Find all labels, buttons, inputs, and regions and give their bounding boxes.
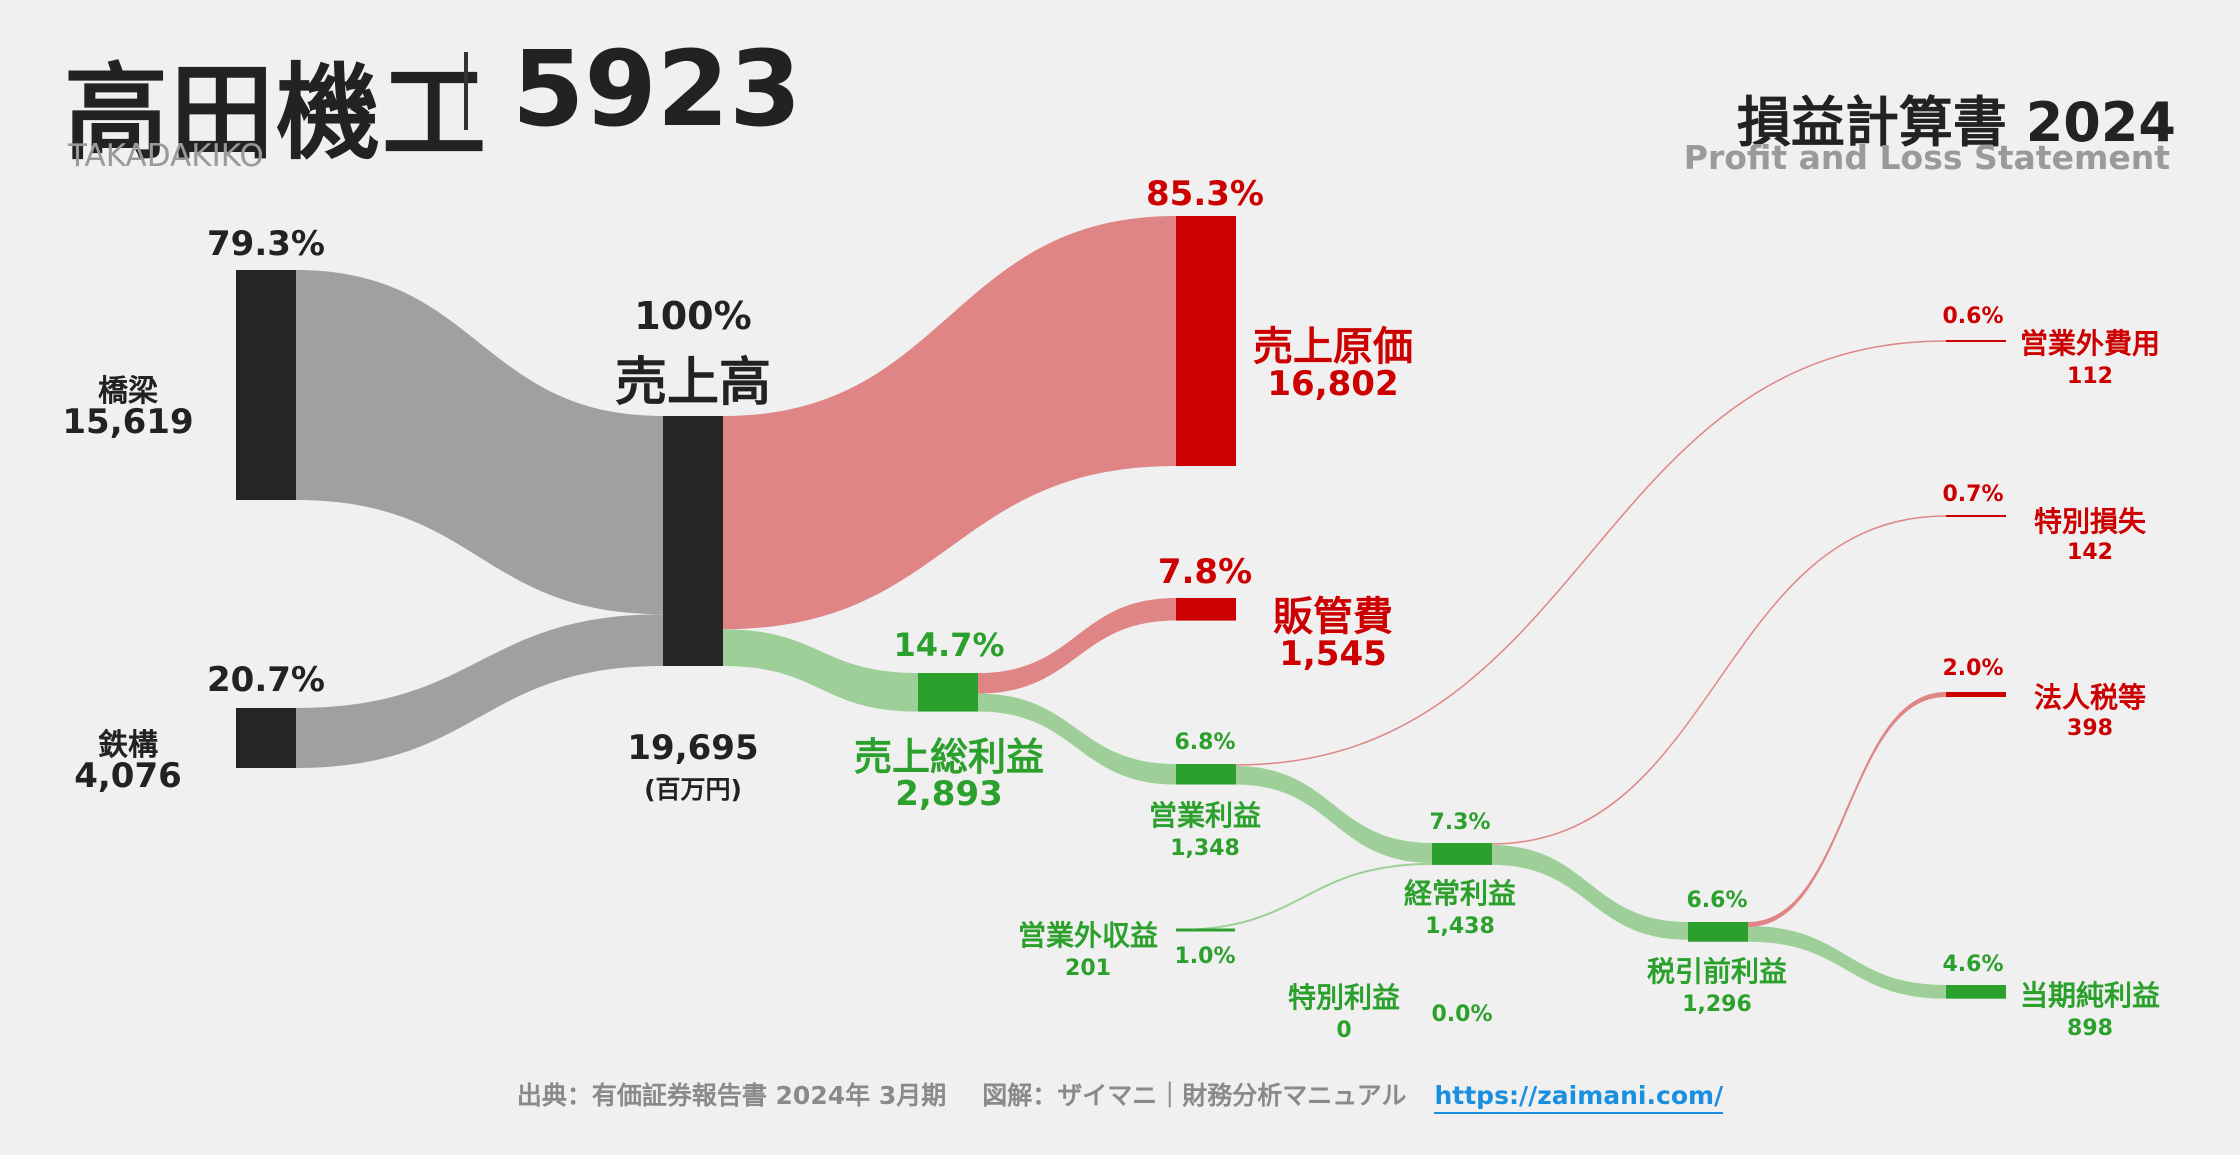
flow-ordinary-to-pretax: [1491, 845, 1688, 940]
flow-ordinary-to-special-loss: [1490, 515, 1947, 845]
title-separator: [464, 52, 468, 130]
steel-pct: 20.7%: [207, 660, 325, 700]
sga-pct: 7.8%: [1157, 552, 1253, 592]
special-loss-label: 特別損失: [2033, 505, 2147, 538]
gross-node: [918, 673, 978, 712]
flow-revenue-to-gross: [723, 629, 918, 712]
sga-label: 販管費: [1273, 594, 1393, 640]
special-gain-pct: 0.0%: [1431, 1002, 1493, 1027]
revenue-label: 売上高: [614, 353, 772, 413]
flow-operating-to-nonop-expense: [1234, 340, 1947, 766]
nonop-income-pct: 1.0%: [1174, 944, 1236, 969]
ordinary-label: 経常利益: [1403, 877, 1517, 910]
company-name: 高田機工: [64, 52, 489, 174]
net-pct: 4.6%: [1942, 952, 2004, 977]
company-name-en: TAKADAKIKO: [68, 138, 264, 174]
nonop-expense-value: 112: [2067, 364, 2113, 389]
pretax-pct: 6.6%: [1686, 888, 1748, 913]
flow-pretax-to-tax: [1748, 692, 1946, 927]
revenue-pct: 100%: [634, 294, 752, 338]
flow-gross-to-operating: [978, 693, 1176, 785]
flow-bridge-to-revenue: [296, 270, 663, 615]
statement-title: 損益計算書 2024: [1736, 91, 2176, 154]
flow-operating-to-ordinary: [1235, 766, 1432, 863]
sga-node: [1176, 598, 1236, 621]
ordinary-pct: 7.3%: [1429, 810, 1491, 835]
pretax-node: [1688, 922, 1748, 942]
operating-node: [1176, 764, 1236, 785]
nonop-expense-pct: 0.6%: [1942, 304, 2004, 329]
special-gain-value: 0: [1336, 1018, 1352, 1043]
special-loss-pct: 0.7%: [1942, 482, 2004, 507]
nonop-income-value: 201: [1065, 956, 1111, 981]
flow-nonop-income-to-ordinary: [1175, 862, 1433, 931]
flow-gross-to-sga: [978, 598, 1176, 694]
tax-node: [1946, 692, 2006, 697]
cogs-label: 売上原価: [1253, 324, 1413, 370]
unit-label: (百万円): [644, 775, 742, 804]
flow-revenue-to-cogs: [723, 216, 1176, 630]
tax-label: 法人税等: [2033, 681, 2147, 714]
flow-pretax-to-net: [1748, 926, 1946, 999]
ordinary-node: [1432, 843, 1492, 865]
footer-credit: 図解：ザイマニ｜財務分析マニュアル: [982, 1081, 1407, 1110]
footer-source: 出典：有価証券報告書 2024年 3月期: [516, 1081, 947, 1110]
op-label: 営業利益: [1148, 799, 1262, 832]
stock-code: 5923: [512, 28, 802, 150]
nonop-income-label: 営業外収益: [1017, 919, 1159, 952]
gross-pct: 14.7%: [893, 626, 1005, 664]
tax-pct: 2.0%: [1942, 656, 2004, 681]
net-node: [1946, 985, 2006, 999]
net-label: 当期純利益: [2019, 979, 2161, 1012]
op-value: 1,348: [1170, 836, 1240, 861]
footer-link[interactable]: https://zaimani.com/: [1434, 1081, 1724, 1114]
bridge-value: 15,619: [62, 402, 194, 442]
steel-label: 鉄構: [98, 728, 158, 763]
bridge-label: 橋梁: [98, 374, 158, 409]
special-loss-value: 142: [2067, 540, 2113, 565]
tax-value: 398: [2067, 716, 2113, 741]
gross-label: 売上総利益: [853, 735, 1045, 779]
pretax-value: 1,296: [1682, 992, 1752, 1017]
statement-title-en: Profit and Loss Statement: [1683, 138, 2170, 177]
gross-value: 2,893: [895, 774, 1003, 814]
bridge-pct: 79.3%: [207, 224, 325, 264]
ordinary-value: 1,438: [1425, 914, 1495, 939]
nonop-expense-label: 営業外費用: [2019, 327, 2161, 360]
steel-value: 4,076: [74, 756, 182, 796]
cogs-node: [1176, 216, 1236, 466]
special-gain-label: 特別利益: [1287, 981, 1401, 1014]
net-value: 898: [2067, 1016, 2113, 1041]
cogs-pct: 85.3%: [1146, 174, 1264, 214]
cogs-value: 16,802: [1267, 364, 1399, 404]
sga-value: 1,545: [1279, 634, 1387, 674]
steel-node: [236, 708, 296, 768]
op-pct: 6.8%: [1174, 730, 1236, 755]
revenue-node: [663, 416, 723, 666]
bridge-node: [236, 270, 296, 500]
pretax-label: 税引前利益: [1646, 955, 1788, 988]
revenue-value: 19,695: [627, 728, 759, 768]
flow-steel-to-revenue: [296, 614, 663, 768]
footer: 出典：有価証券報告書 2024年 3月期 図解：ザイマニ｜財務分析マニュアル htt…: [0, 1076, 2240, 1114]
